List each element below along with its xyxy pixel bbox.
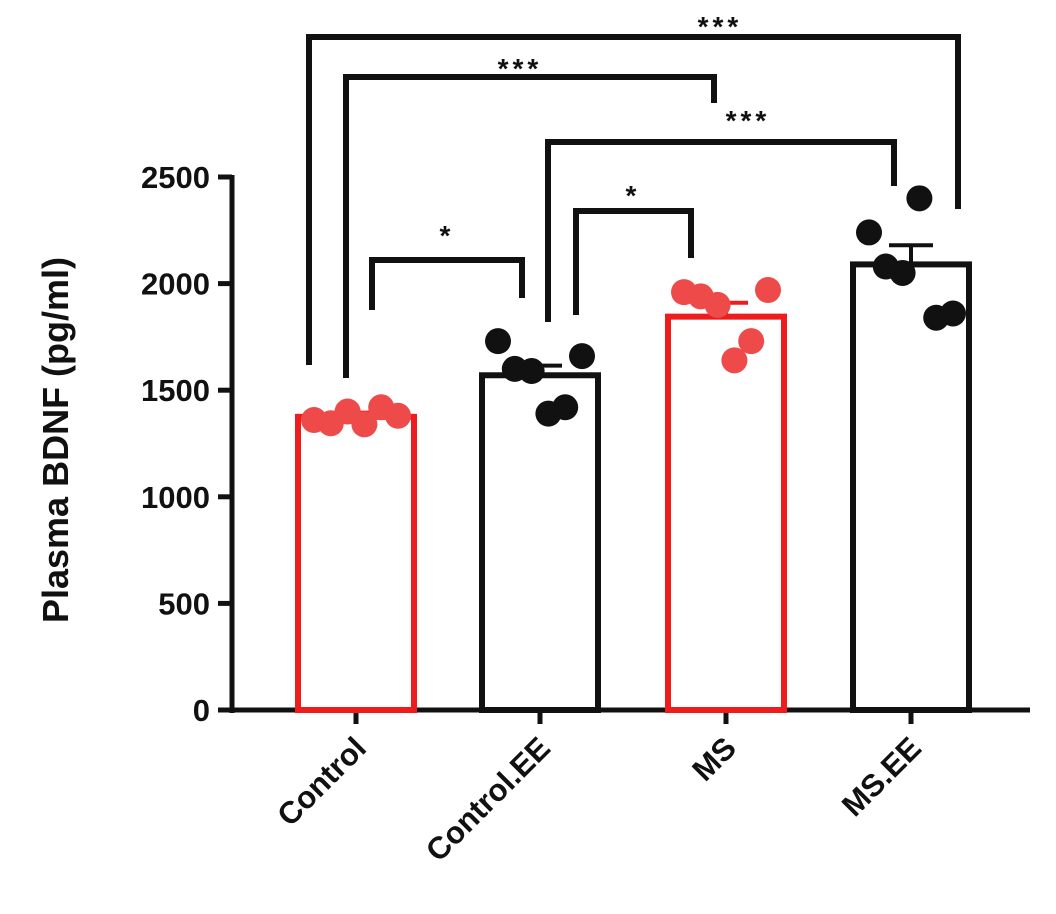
bar [295,413,417,713]
data-point [856,219,882,246]
data-points [301,185,966,438]
significance-bracket [369,257,525,310]
significance-label: *** [726,105,771,136]
data-point [569,343,595,370]
bar [479,372,601,713]
y-tick-label: 0 [193,693,210,728]
data-point [906,185,933,212]
significance-bracket [306,34,961,365]
significance-bracket [573,208,694,315]
data-point [704,291,731,318]
y-tick-label: 2500 [141,160,210,195]
y-tick-label: 500 [158,586,210,621]
category-label: MS [685,730,743,788]
bar [850,261,972,713]
y-tick-label: 2000 [141,267,210,302]
data-point [518,358,545,385]
significance-brackets: *********** [306,11,961,378]
category-label: MS.EE [835,730,928,823]
significance-label: *** [498,53,543,84]
data-point [755,276,781,303]
y-tick-label: 1500 [141,373,210,408]
data-point [889,259,916,286]
data-point [351,411,378,438]
bars [295,261,972,713]
significance-bracket [545,139,897,322]
significance-label: *** [698,11,743,42]
data-point [738,328,765,355]
data-point [385,402,411,429]
category-label: Control [270,730,373,833]
bar [665,313,787,713]
significance-bracket [343,74,717,378]
error-bars [334,243,933,417]
category-label: Control.EE [419,730,557,868]
significance-label: * [440,220,455,251]
y-tick-label: 1000 [141,480,210,515]
data-point [552,394,579,421]
data-point [485,328,511,355]
significance-label: * [626,180,641,211]
data-point [721,347,748,374]
y-axis-title: Plasma BDNF (pg/ml) [35,257,76,623]
data-point [940,300,966,327]
